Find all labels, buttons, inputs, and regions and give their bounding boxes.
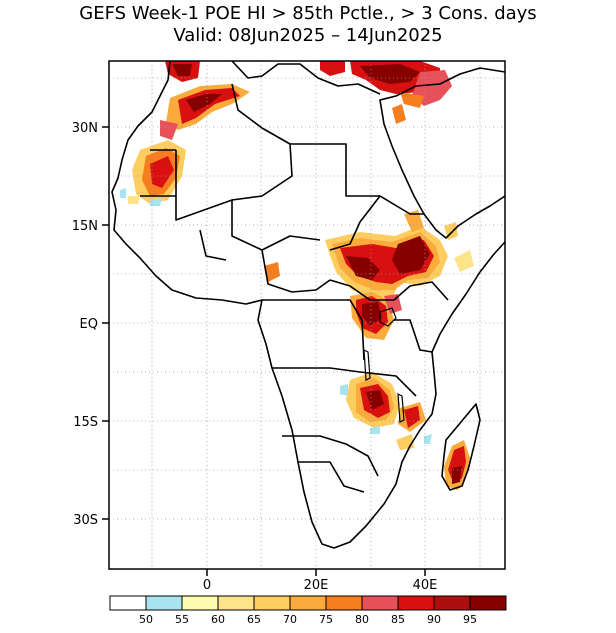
colorbar-label: 70 [283,613,297,626]
lon-label-0: 0 [203,578,211,593]
continent-outline [111,61,505,549]
colorbar-label: 85 [391,613,405,626]
lat-label-30s: 30S [73,513,98,528]
colorbar-swatch [433,595,471,611]
colorbar-swatch [181,595,219,611]
lon-label-40e: 40E [413,578,438,593]
graticule [109,61,505,569]
lat-ticks [102,126,109,520]
map-frame [108,60,506,570]
colorbar-label: 95 [463,613,477,626]
colorbar-label: 55 [175,613,189,626]
colorbar-label: 90 [427,613,441,626]
colorbar-swatch [361,595,399,611]
colorbar-swatch [253,595,291,611]
colorbar-label: 60 [211,613,225,626]
colorbar-swatch [469,595,507,611]
colorbar-swatch [325,595,363,611]
lat-label-eq: EQ [80,317,98,332]
lat-label-30n: 30N [72,121,98,136]
title-line-2: Valid: 08Jun2025 – 14Jun2025 [173,25,443,46]
lon-ticks [206,569,426,576]
colorbar-swatch [217,595,255,611]
lakes [363,307,405,423]
colorbar: 50 55 60 65 70 75 80 85 90 95 [109,595,507,626]
lon-label-20e: 20E [304,578,329,593]
probability-shading [120,61,474,490]
colorbar-swatch [109,595,147,611]
colorbar-label: 80 [355,613,369,626]
colorbar-label: 65 [247,613,261,626]
colorbar-swatch [289,595,327,611]
title-line-1: GEFS Week-1 POE HI > 85th Pctle., > 3 Co… [79,3,537,24]
lat-label-15s: 15S [73,415,98,430]
lat-label-15n: 15N [72,219,98,234]
colorbar-swatch [397,595,435,611]
colorbar-swatch [145,595,183,611]
colorbar-label: 50 [139,613,153,626]
colorbar-label: 75 [319,613,333,626]
